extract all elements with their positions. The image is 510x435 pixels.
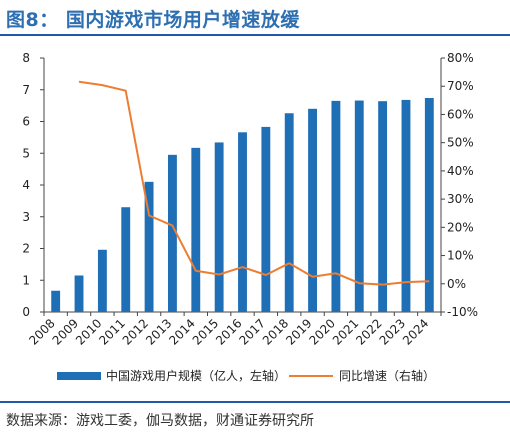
left-tick-label: 4: [22, 178, 30, 192]
bar: [51, 290, 61, 312]
bar: [214, 142, 224, 312]
left-tick-label: 1: [22, 273, 30, 287]
legend-line-label: 同比增速（右轴）: [339, 368, 435, 383]
x-tick-label: 2013: [143, 316, 174, 347]
x-tick-label: 2020: [307, 316, 338, 347]
legend-bar-label: 中国游戏用户规模（亿人，左轴）: [106, 368, 286, 383]
x-tick-label: 2008: [26, 316, 57, 347]
right-tick-label: 30%: [447, 192, 474, 206]
left-tick-label: 5: [22, 146, 30, 160]
right-tick-label: 60%: [447, 107, 474, 121]
x-tick-label: 2023: [377, 316, 408, 347]
x-tick-label: 2018: [260, 316, 291, 347]
x-tick-label: 2017: [236, 316, 267, 347]
x-tick-label: 2012: [120, 316, 151, 347]
left-tick-label: 8: [22, 51, 30, 65]
right-tick-label: 50%: [447, 136, 474, 150]
growth-rate-line: [78, 80, 430, 286]
right-tick-label: 80%: [447, 51, 474, 65]
figure-title: 图8： 国内游戏市场用户增速放缓: [6, 9, 300, 31]
bar: [74, 275, 84, 312]
bar: [191, 147, 201, 312]
legend-bar-swatch: [57, 372, 101, 380]
x-tick-label: 2011: [96, 316, 127, 347]
x-tick-label: 2024: [400, 316, 431, 347]
left-tick-label: 6: [22, 115, 30, 129]
right-tick-label: 20%: [447, 220, 474, 234]
right-tick-label: 0%: [447, 277, 466, 291]
x-tick-label: 2022: [353, 316, 384, 347]
bar: [424, 98, 434, 312]
x-tick-label: 2010: [73, 316, 104, 347]
source-note: 数据来源：游戏工委，伽马数据，财通证券研究所: [6, 413, 314, 429]
right-tick-label: 70%: [447, 79, 474, 93]
x-tick-label: 2021: [330, 316, 361, 347]
left-tick-label: 2: [22, 242, 30, 256]
x-tick-label: 2016: [213, 316, 244, 347]
bar: [168, 154, 177, 312]
left-tick-label: 7: [22, 83, 30, 97]
bar: [308, 108, 317, 312]
bar: [121, 207, 131, 312]
x-tick-label: 2015: [190, 316, 221, 347]
left-tick-label: 0: [22, 305, 30, 319]
bar: [144, 181, 154, 312]
x-tick-label: 2009: [50, 316, 81, 347]
bar: [401, 99, 411, 312]
bar: [354, 100, 364, 312]
right-tick-label: 40%: [447, 164, 474, 178]
bar: [378, 101, 388, 313]
left-tick-label: 3: [22, 210, 30, 224]
bottom-rule: [0, 401, 510, 403]
bar: [331, 100, 341, 312]
right-tick-label: 10%: [447, 249, 474, 263]
title-row: 图8： 国内游戏市场用户增速放缓: [0, 0, 510, 36]
bar: [284, 113, 294, 313]
chart-canvas: 0 1 2 3 4 5 6 7 8 -10% 0% 10% 20% 30% 40% 50% 60% 70% 80% 2…: [22, 51, 478, 383]
bar: [97, 249, 107, 312]
x-tick-label: 2014: [166, 316, 197, 347]
x-tick-label: 2019: [283, 316, 314, 347]
right-tick-label: -10%: [447, 305, 478, 319]
bar: [261, 126, 271, 313]
bar: [238, 132, 247, 312]
title-rule: [0, 34, 510, 36]
